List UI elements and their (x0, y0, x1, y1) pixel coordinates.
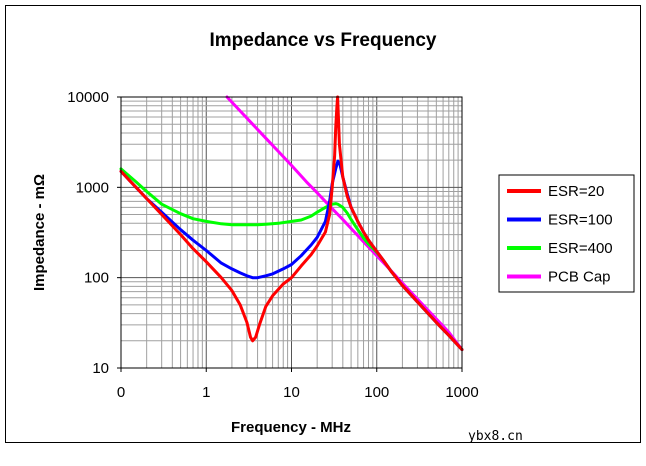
x-axis-title: Frequency - MHz (231, 419, 351, 436)
legend-label-esr-400: ESR=400 (548, 240, 613, 257)
chart-title: Impedance vs Frequency (209, 30, 436, 51)
legend-box (498, 174, 635, 293)
x-tick-labels: 0 1 10 100 1000 (117, 368, 479, 401)
x-tick-label: 100 (364, 384, 389, 401)
x-tick-label: 1000 (445, 384, 478, 401)
y-tick-label: 10 (92, 360, 109, 377)
series-lines (119, 95, 464, 352)
y-tick-label: 1000 (76, 179, 109, 196)
legend: ESR=20 ESR=100 ESR=400 PCB Cap (498, 174, 635, 293)
series-line-pcb-cap (225, 95, 464, 352)
grid (121, 97, 462, 368)
legend-label-pcb-cap: PCB Cap (548, 269, 611, 286)
y-tick-labels: 10 100 1000 10000 (67, 89, 121, 377)
y-tick-label: 10000 (67, 89, 109, 106)
x-tick-label: 1 (202, 384, 210, 401)
legend-label-esr-20: ESR=20 (548, 183, 604, 200)
watermark: ybx8.cn (468, 429, 523, 444)
legend-label-esr-100: ESR=100 (548, 212, 613, 229)
series-line-esr-20 (119, 95, 464, 352)
y-axis-title: Impedance - mΩ (31, 174, 48, 291)
x-tick-label: 0 (117, 384, 125, 401)
y-tick-label: 100 (84, 270, 109, 287)
x-tick-label: 10 (283, 384, 300, 401)
